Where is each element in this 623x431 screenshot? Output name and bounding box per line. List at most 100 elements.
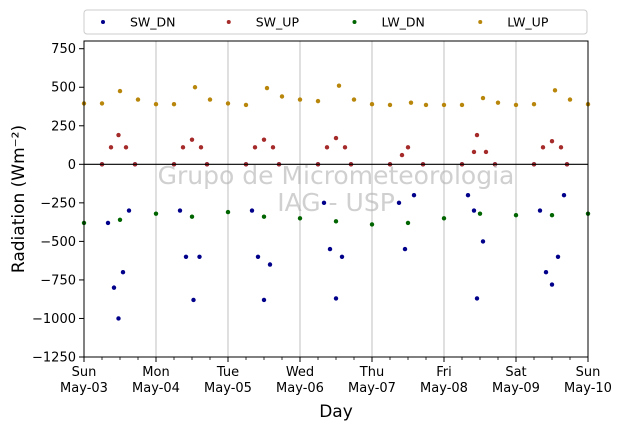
legend-marker (226, 20, 231, 24)
data-point (459, 102, 465, 108)
data-point (351, 97, 357, 102)
legend-marker (101, 20, 105, 24)
data-point (117, 88, 123, 94)
data-point (513, 102, 519, 108)
data-point (549, 282, 555, 287)
x-axis-title: Day (319, 402, 353, 422)
legend: SW_DN SW_UP LW_DN LW_UP (83, 9, 588, 35)
data-point (411, 192, 417, 198)
data-point (531, 102, 537, 107)
data-point (474, 296, 480, 301)
legend-label: SW_UP (256, 15, 300, 30)
legend-marker (478, 20, 483, 24)
data-point (261, 297, 267, 303)
data-point (108, 145, 114, 150)
data-point (105, 220, 111, 226)
data-point (116, 316, 121, 321)
data-point (327, 246, 333, 252)
data-point (561, 192, 567, 198)
y-tick-label: −500 (40, 235, 76, 250)
data-point (225, 101, 231, 106)
data-point (116, 132, 121, 138)
data-point (183, 254, 189, 260)
series-LW_UP (81, 83, 591, 108)
data-point (471, 208, 477, 213)
data-point (567, 97, 573, 102)
data-point (342, 145, 348, 150)
data-point (339, 254, 345, 260)
data-point (549, 212, 555, 218)
y-tick-label: −1250 (32, 351, 76, 366)
data-point (153, 102, 159, 107)
watermark-line: IAG - USP (277, 188, 395, 217)
data-point (336, 83, 342, 88)
data-point (99, 101, 105, 106)
data-point (333, 296, 339, 301)
data-point (324, 145, 330, 150)
y-tick-label: 0 (68, 158, 76, 173)
data-point (189, 137, 195, 142)
data-point (441, 216, 447, 221)
data-point (270, 145, 276, 150)
legend-label: LW_DN (382, 15, 425, 30)
data-point (537, 208, 543, 213)
data-point (474, 132, 480, 138)
data-point (189, 214, 195, 219)
data-point (333, 219, 339, 224)
y-tick-label: −250 (40, 196, 76, 211)
data-point (207, 97, 213, 102)
data-point (549, 138, 555, 144)
data-point (369, 222, 375, 227)
vertical-gridlines (155, 41, 517, 357)
data-point (408, 100, 414, 105)
data-point (243, 102, 249, 108)
legend-label: SW_DN (130, 15, 176, 30)
data-point (267, 262, 273, 267)
data-point (405, 220, 411, 226)
data-point (423, 102, 429, 108)
data-point (261, 137, 267, 142)
data-point (387, 102, 393, 108)
data-point (399, 152, 405, 158)
x-tick-label: Wed May-06 (276, 365, 324, 396)
watermark-line: Grupo de Micrometeorologia (158, 161, 515, 190)
data-point (192, 85, 198, 90)
data-point (279, 94, 285, 99)
data-point (252, 145, 258, 150)
data-point (441, 102, 447, 108)
y-tick-label: 750 (51, 42, 76, 57)
data-point (198, 145, 204, 150)
data-point (111, 285, 117, 290)
x-tick-label: Fri May-08 (420, 365, 468, 396)
legend-label: LW_UP (507, 15, 549, 30)
y-axis-ticks: 750 500 250 0 −250 −500 −750 −1000 −1250 (32, 42, 84, 366)
legend-box (83, 9, 588, 35)
data-point (117, 217, 123, 223)
data-point (171, 102, 177, 107)
x-tick-label: Sun May-03 (60, 365, 108, 396)
x-tick-label: Sun May-10 (564, 365, 612, 396)
y-tick-label: −1000 (32, 312, 76, 327)
data-point (191, 297, 196, 303)
data-point (465, 192, 471, 198)
y-tick-label: 250 (51, 119, 76, 134)
data-point (513, 212, 519, 218)
data-point (396, 200, 402, 206)
data-point (405, 145, 411, 150)
data-point (255, 254, 261, 260)
data-point (197, 254, 202, 260)
data-point (555, 254, 561, 260)
legend-marker (352, 20, 357, 24)
data-point (471, 149, 477, 155)
data-point (126, 208, 132, 213)
x-tick-label: Mon May-04 (132, 365, 180, 396)
data-point (333, 135, 339, 141)
data-point (297, 216, 303, 221)
x-tick-label: Thu May-07 (348, 365, 396, 396)
data-point (540, 145, 546, 150)
x-tick-label: Tue May-05 (204, 365, 252, 396)
data-point (153, 211, 159, 216)
data-point (177, 208, 183, 213)
